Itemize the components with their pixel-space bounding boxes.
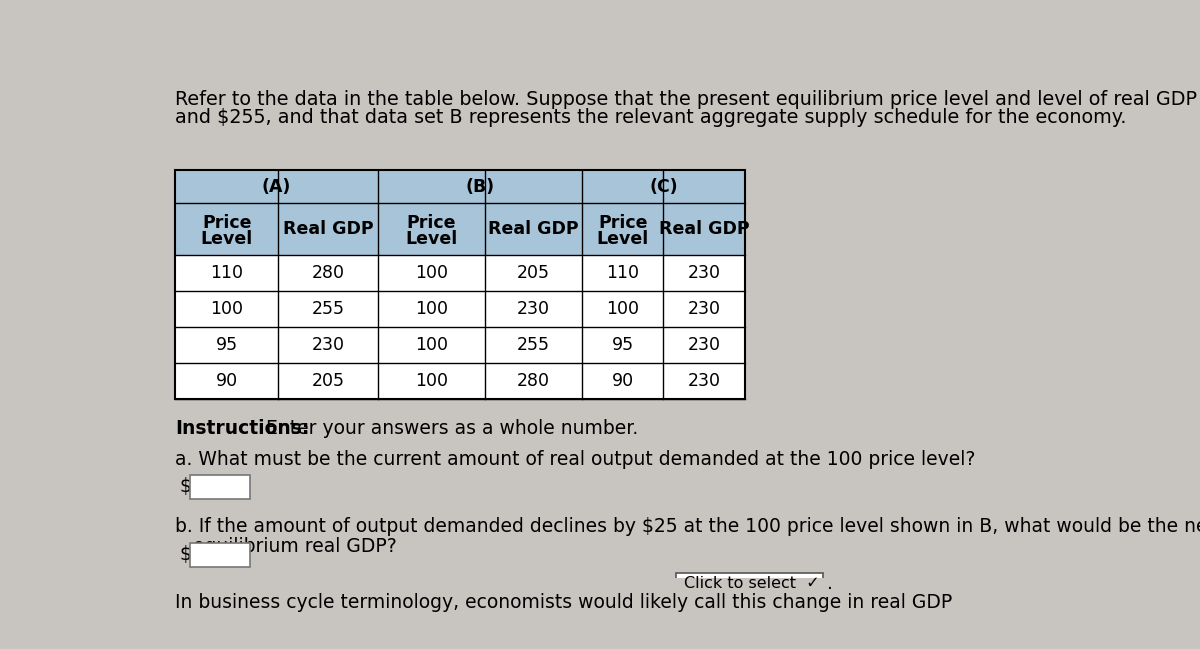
Bar	[175, 255, 745, 399]
Text: 230: 230	[688, 336, 721, 354]
Text: 100: 100	[415, 300, 448, 318]
Text: (C): (C)	[649, 178, 678, 195]
Text: 100: 100	[606, 300, 640, 318]
Text: 95: 95	[612, 336, 634, 354]
Text: Enter your answers as a whole number.: Enter your answers as a whole number.	[259, 419, 638, 437]
Text: 205: 205	[517, 264, 550, 282]
Text: 255: 255	[517, 336, 550, 354]
Text: In business cycle terminology, economists would likely call this change in real : In business cycle terminology, economist…	[175, 593, 953, 611]
Text: Refer to the data in the table below. Suppose that the present equilibrium price: Refer to the data in the table below. Su…	[175, 90, 1200, 110]
Text: 280: 280	[517, 373, 550, 390]
Text: 230: 230	[312, 336, 344, 354]
Bar	[190, 474, 251, 498]
Text: Click to select  ✓: Click to select ✓	[684, 576, 820, 591]
Text: a. What must be the current amount of real output demanded at the 100 price leve: a. What must be the current amount of re…	[175, 450, 976, 469]
Text: Real GDP: Real GDP	[659, 220, 750, 238]
Text: 230: 230	[688, 373, 721, 390]
Text: 95: 95	[216, 336, 238, 354]
Text: 90: 90	[216, 373, 238, 390]
Text: 100: 100	[415, 373, 448, 390]
Text: b. If the amount of output demanded declines by $25 at the 100 price level shown: b. If the amount of output demanded decl…	[175, 517, 1200, 535]
Text: Level: Level	[596, 230, 649, 248]
Text: 280: 280	[312, 264, 344, 282]
Text: Instructions:: Instructions:	[175, 419, 310, 437]
Text: 90: 90	[612, 373, 634, 390]
Bar	[175, 170, 745, 255]
Text: 110: 110	[210, 264, 244, 282]
Text: 100: 100	[415, 336, 448, 354]
Text: .: .	[827, 574, 833, 593]
Text: (A): (A)	[262, 178, 292, 195]
Text: equilibrium real GDP?: equilibrium real GDP?	[175, 537, 397, 556]
Text: Price: Price	[598, 214, 648, 232]
Text: 110: 110	[606, 264, 640, 282]
Text: Level: Level	[200, 230, 253, 248]
Text: 230: 230	[688, 300, 721, 318]
Text: and $255, and that data set B represents the relevant aggregate supply schedule : and $255, and that data set B represents…	[175, 108, 1127, 127]
Text: 205: 205	[312, 373, 344, 390]
Text: Real GDP: Real GDP	[488, 220, 578, 238]
Text: 100: 100	[210, 300, 244, 318]
Bar	[190, 543, 251, 567]
Text: 230: 230	[517, 300, 550, 318]
Text: Real GDP: Real GDP	[283, 220, 373, 238]
Text: $: $	[180, 545, 192, 564]
Bar	[175, 170, 745, 399]
Text: Level: Level	[406, 230, 457, 248]
Text: $: $	[180, 477, 192, 496]
Text: ●: ●	[193, 476, 199, 482]
Text: 255: 255	[312, 300, 344, 318]
Text: Price: Price	[202, 214, 252, 232]
Bar	[677, 573, 823, 594]
Text: 100: 100	[415, 264, 448, 282]
Text: Price: Price	[407, 214, 456, 232]
Text: (B): (B)	[466, 178, 494, 195]
Text: 230: 230	[688, 264, 721, 282]
